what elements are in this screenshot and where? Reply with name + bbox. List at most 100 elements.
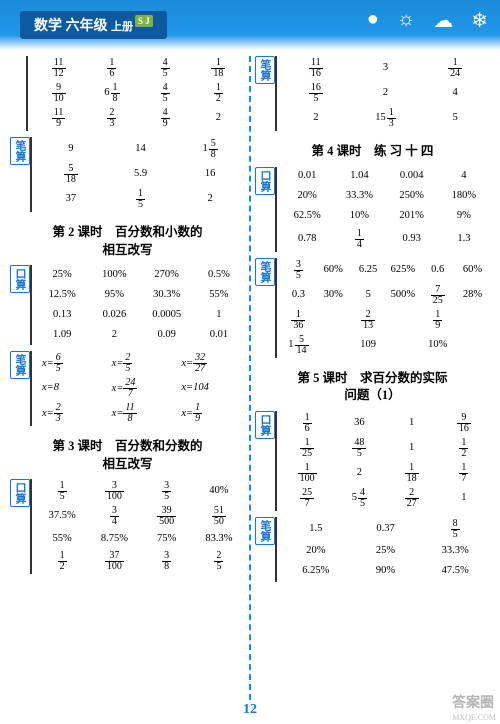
answer-row: 0.78140.931.3: [281, 227, 490, 252]
answer-block: 口算1636191612548511211002118172575452271: [255, 411, 490, 511]
answer-block: 口算1531003540%37.5%3439500515055%8.75%75%…: [10, 479, 245, 574]
answer-row: 215135: [281, 106, 490, 131]
label-text: 口算: [10, 265, 30, 293]
answer-row: x=65x=25x=3227: [36, 351, 245, 376]
answer-cell: 90%: [351, 565, 421, 578]
answer-cell: 485: [333, 438, 385, 459]
answer-cell: 17: [438, 463, 490, 484]
label-text: 口算: [255, 167, 275, 195]
answer-cell: 45: [139, 58, 192, 79]
answer-row: 5185.916: [36, 162, 245, 187]
page-number: 12: [0, 702, 500, 718]
answer-cell: 19: [420, 310, 455, 331]
answer-cell: x=8: [36, 382, 106, 395]
answer-cell: 37.5%: [36, 510, 88, 523]
answer-cell: 39500: [141, 506, 193, 527]
answer-cell: 14: [106, 143, 176, 156]
answer-cell: 1: [438, 492, 490, 505]
answer-cell: 5.9: [106, 168, 176, 181]
answer-row: 1531003540%: [36, 479, 245, 504]
answer-cell: 9: [36, 143, 106, 156]
answer-grid: 0.011.040.004420%33.3%250%180%62.5%10%20…: [275, 167, 490, 252]
answer-cell: 0.78: [281, 233, 333, 246]
answer-block: 笔算x=65x=25x=3227x=8x=247x=104x=23x=118x=…: [10, 351, 245, 426]
edition-badge: S J: [135, 15, 153, 27]
answer-cell: x=19: [175, 403, 245, 424]
answer-cell: 49: [139, 108, 192, 129]
label-text: 口算: [10, 479, 30, 507]
answer-cell: 125: [281, 438, 333, 459]
answer-cell: x=118: [106, 403, 176, 424]
answer-cell: x=247: [106, 378, 176, 399]
answer-cell: 1: [386, 417, 438, 430]
answer-cell: 0.026: [88, 309, 140, 322]
answer-cell: 0.09: [141, 329, 193, 342]
answer-cell: 4: [420, 87, 490, 100]
answer-row: 13621319: [281, 308, 490, 333]
answer-row: x=23x=118x=19: [36, 401, 245, 426]
answer-row: 11163124: [281, 56, 490, 81]
answer-cell: 0.0005: [141, 309, 193, 322]
answer-cell: 55%: [36, 533, 88, 546]
label-text: 笔算: [255, 258, 275, 286]
answer-cell: 100%: [88, 269, 140, 282]
watermark-url: MXQE.COM: [452, 713, 496, 722]
section-title: 第 4 课时 练 习 十 四: [255, 137, 490, 167]
answer-cell: 1: [193, 309, 245, 322]
answer-grid: 1636191612548511211002118172575452271: [275, 411, 490, 511]
answer-cell: 180%: [438, 190, 490, 203]
answer-cell: 1116: [281, 58, 351, 79]
answer-grid: 11121645118910618451211923492: [26, 56, 245, 131]
answer-cell: 136: [281, 310, 316, 331]
block-label: 笔算: [10, 137, 30, 168]
answer-row: 0.130.0260.00051: [36, 305, 245, 325]
answer-cell: 60%: [455, 264, 490, 277]
answer-cell: 725: [420, 285, 455, 306]
sun-circle-icon: ●: [367, 8, 379, 33]
answer-cell: 1514: [281, 335, 316, 356]
answer-cell: 625%: [385, 264, 420, 277]
label-text: 笔算: [10, 351, 30, 379]
answer-cell: 37100: [88, 551, 140, 572]
section-title: 第 2 课时 百分数和小数的相互改写: [10, 218, 245, 265]
answer-cell: 35: [141, 481, 193, 502]
block-label: 口算: [10, 479, 30, 510]
answer-cell: 2: [88, 329, 140, 342]
answer-cell: 201%: [386, 210, 438, 223]
answer-cell: 916: [438, 413, 490, 434]
answer-block: 口算25%100%270%0.5%12.5%95%30.3%55%0.130.0…: [10, 265, 245, 345]
answer-cell: 12: [192, 83, 245, 104]
label-text: 口算: [255, 411, 275, 439]
answer-cell: 5: [351, 289, 386, 302]
answer-cell: x=65: [36, 353, 106, 374]
answer-cell: 8.75%: [88, 533, 140, 546]
answer-cell: 1112: [32, 58, 85, 79]
block-label: 笔算: [255, 56, 275, 87]
answer-row: 55%8.75%75%83.3%: [36, 529, 245, 549]
answer-cell: 30.3%: [141, 289, 193, 302]
volume: 上册: [111, 21, 133, 33]
block-label: 笔算: [255, 258, 275, 289]
answer-cell: 12.5%: [36, 289, 88, 302]
answer-row: 914158: [36, 137, 245, 162]
answer-cell: 23: [85, 108, 138, 129]
answer-cell: 227: [386, 488, 438, 509]
answer-cell: 5150: [193, 506, 245, 527]
answer-row: 25%100%270%0.5%: [36, 265, 245, 285]
answer-row: 37152: [36, 187, 245, 212]
snow-icon: ❄: [471, 8, 488, 33]
answer-cell: 257: [281, 488, 333, 509]
answer-cell: 33.3%: [420, 545, 490, 558]
label-text: 笔算: [255, 56, 275, 84]
answer-row: 151410910%: [281, 333, 490, 358]
answer-row: 125485112: [281, 436, 490, 461]
answer-row: 12371003825: [36, 549, 245, 574]
answer-cell: 15: [36, 481, 88, 502]
answer-cell: 119: [32, 108, 85, 129]
answer-cell: 2: [192, 112, 245, 125]
answer-row: 6.25%90%47.5%: [281, 562, 490, 582]
label-text: 笔算: [10, 137, 30, 165]
answer-cell: 0.004: [386, 170, 438, 183]
answer-row: x=8x=247x=104: [36, 376, 245, 401]
answer-cell: 15: [106, 189, 176, 210]
